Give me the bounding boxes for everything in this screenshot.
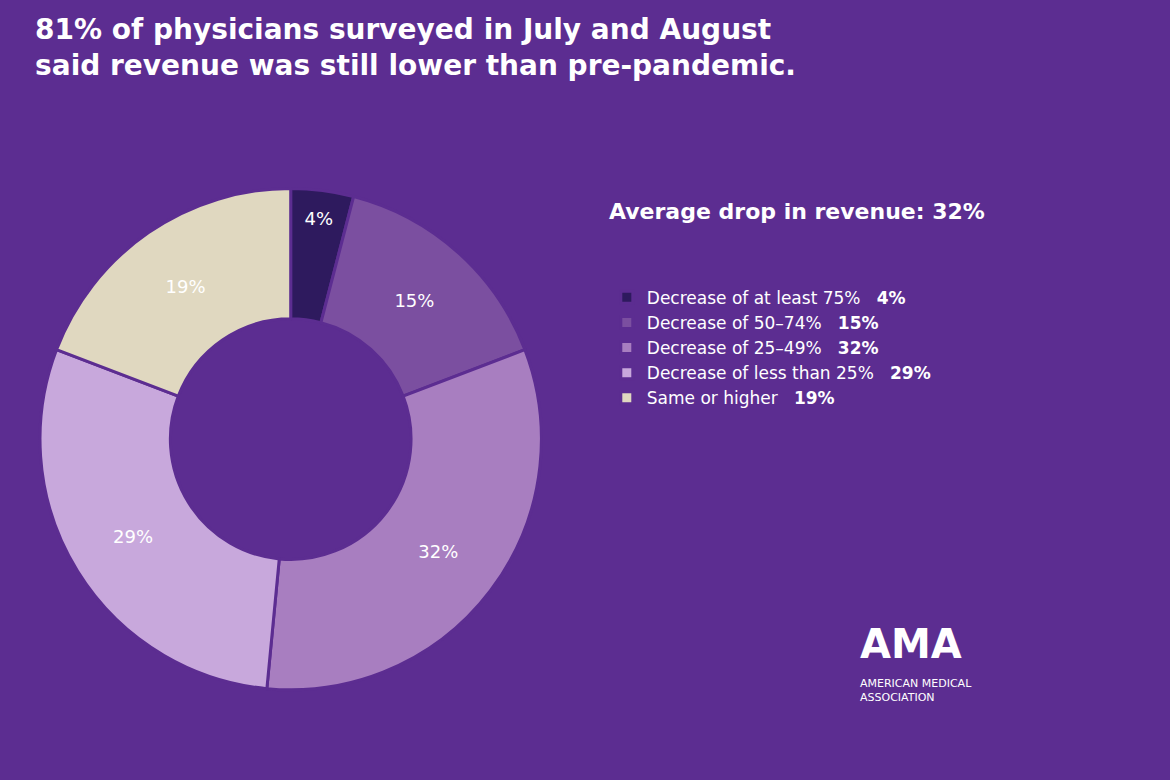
svg-text:81% of physicians surveyed in: 81% of physicians surveyed in July and A… xyxy=(35,13,796,82)
svg-text:Decrease of less than 25% 29: Decrease of less than 25% 29% xyxy=(647,363,931,383)
svg-text:Decrease of 25–49% 32%: Decrease of 25–49% 32% xyxy=(647,338,879,358)
svg-text:Decrease of at least 75% 4%: Decrease of at least 75% 4% xyxy=(647,288,906,308)
svg-text:AMERICAN MEDICALASSOCIATION: AMERICAN MEDICALASSOCIATION xyxy=(860,677,972,704)
svg-text:29%: 29% xyxy=(113,526,153,547)
svg-text:Average drop in revenue: 32%: Average drop in revenue: 32% xyxy=(609,199,985,224)
svg-text:AMA: AMA xyxy=(860,621,962,667)
svg-text:15%: 15% xyxy=(394,290,434,311)
svg-text:19%: 19% xyxy=(165,276,205,297)
svg-text:Same or higher 19%: Same or higher 19% xyxy=(647,388,835,408)
svg-text:Decrease of 50–74% 15%: Decrease of 50–74% 15% xyxy=(647,313,879,333)
svg-text:32%: 32% xyxy=(418,541,458,562)
svg-text:4%: 4% xyxy=(305,208,334,229)
